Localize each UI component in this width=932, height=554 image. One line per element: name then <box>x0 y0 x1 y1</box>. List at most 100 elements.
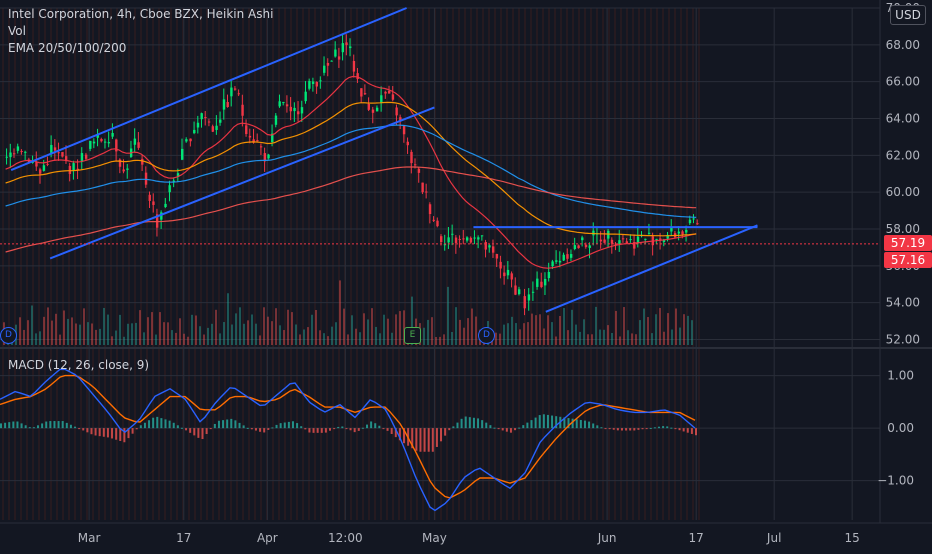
volume-bar <box>43 316 45 345</box>
candle-body <box>625 241 629 244</box>
price-tick-label: 52.00 <box>886 332 920 346</box>
macd-histogram-bar <box>24 425 27 429</box>
candle-body <box>360 88 363 97</box>
volume-bar <box>311 314 313 345</box>
candle-body <box>399 117 402 121</box>
volume-bar <box>619 336 621 345</box>
volume-bar <box>683 314 685 345</box>
session-stripe <box>686 8 688 520</box>
candle-body <box>241 104 244 116</box>
macd-histogram-bar <box>620 428 623 431</box>
dividend-marker[interactable]: D <box>0 327 17 344</box>
session-stripe <box>8 8 10 520</box>
candle-body <box>688 219 692 224</box>
candle-body <box>118 159 122 167</box>
candle-body <box>514 285 517 295</box>
candle-body <box>100 139 103 142</box>
volume-bar <box>231 324 233 345</box>
candle-body <box>670 227 673 232</box>
candle-body <box>337 56 341 60</box>
session-stripe <box>446 8 448 520</box>
macd-histogram-bar <box>435 428 438 447</box>
macd-histogram-bar <box>398 428 401 441</box>
candle-body <box>345 42 348 46</box>
session-stripe <box>416 8 418 520</box>
volume-bar <box>663 331 665 345</box>
session-stripe <box>56 8 58 520</box>
session-stripe <box>698 8 700 520</box>
earnings-marker[interactable]: E <box>404 327 421 344</box>
candle-body <box>603 239 606 243</box>
volume-bar <box>35 333 37 345</box>
currency-button[interactable]: USD <box>890 5 926 25</box>
macd-histogram-bar <box>172 422 175 429</box>
dividend-marker[interactable]: D <box>478 327 495 344</box>
volume-bar <box>515 323 517 345</box>
session-stripe <box>386 8 388 520</box>
candle-body <box>607 230 610 239</box>
volume-bar <box>519 329 521 345</box>
macd-histogram-bar <box>189 428 192 433</box>
volume-bar <box>359 332 361 345</box>
macd-histogram-bar <box>674 428 677 430</box>
volume-bar <box>271 321 273 345</box>
volume-bar <box>27 320 29 345</box>
session-stripe <box>80 8 82 520</box>
volume-bar <box>143 332 145 345</box>
volume-bar <box>235 313 237 345</box>
macd-tick-label: 0.00 <box>887 421 914 435</box>
macd-histogram-bar <box>423 428 426 452</box>
session-stripe <box>326 8 328 520</box>
session-stripe <box>668 8 670 520</box>
volume-bar <box>127 323 129 345</box>
volume-bar <box>203 334 205 345</box>
candle-body <box>395 107 398 116</box>
session-stripe <box>32 8 34 520</box>
volume-bar <box>687 315 689 345</box>
candle-body <box>425 191 428 193</box>
session-stripe <box>578 8 580 520</box>
volume-bar <box>95 329 97 345</box>
session-stripe <box>464 8 466 520</box>
macd-histogram-bar <box>403 428 406 444</box>
volume-bar <box>595 306 597 345</box>
macd-histogram-bar <box>176 425 179 429</box>
candle-body <box>581 237 584 241</box>
macd-histogram-bar <box>575 419 578 429</box>
session-stripe <box>68 8 70 520</box>
volume-bar <box>99 328 101 345</box>
candle-body <box>447 237 450 243</box>
ema-20-line <box>5 75 697 269</box>
volume-bar <box>79 324 81 345</box>
session-stripe <box>158 8 160 520</box>
session-stripe <box>614 8 616 520</box>
macd-histogram-bar <box>86 428 89 433</box>
volume-bar <box>355 328 357 345</box>
macd-histogram-bar <box>333 428 336 430</box>
session-stripe <box>302 8 304 520</box>
candle-body <box>558 260 562 263</box>
macd-histogram-bar <box>505 428 508 432</box>
volume-bar <box>51 320 53 345</box>
session-stripe <box>392 8 394 520</box>
volume-bar <box>151 312 153 345</box>
volume-bar <box>467 318 469 345</box>
volume-bar <box>223 322 225 345</box>
macd-histogram-bar <box>49 421 52 429</box>
candle-body <box>20 150 23 152</box>
macd-histogram-bar <box>53 421 56 429</box>
price-tick-label: 54.00 <box>886 296 920 310</box>
candle-body <box>9 152 12 158</box>
candle-body <box>311 81 315 84</box>
volume-bar <box>167 322 169 345</box>
candle-body <box>53 147 57 151</box>
candle-body <box>211 126 215 132</box>
session-stripe <box>602 8 604 520</box>
candle-body <box>644 238 647 240</box>
candle-body <box>278 101 281 107</box>
session-stripe <box>590 8 592 520</box>
candle-body <box>103 141 107 143</box>
candle-body <box>547 271 551 279</box>
